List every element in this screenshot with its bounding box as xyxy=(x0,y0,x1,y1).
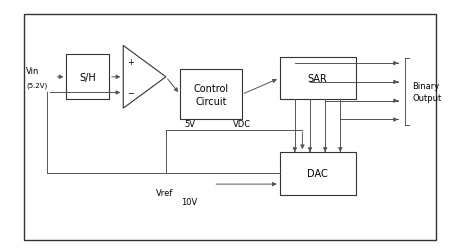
Text: S/H: S/H xyxy=(79,72,96,83)
Text: Vin: Vin xyxy=(26,67,39,76)
Text: Vref: Vref xyxy=(156,189,174,198)
Text: −: − xyxy=(127,89,134,98)
Text: SAR: SAR xyxy=(308,74,328,84)
Text: VDC: VDC xyxy=(233,120,251,129)
Text: 10V: 10V xyxy=(182,198,198,206)
FancyBboxPatch shape xyxy=(24,15,436,240)
FancyBboxPatch shape xyxy=(280,58,356,100)
Text: 5V: 5V xyxy=(184,120,195,129)
FancyBboxPatch shape xyxy=(180,70,242,120)
Text: Binary
Output: Binary Output xyxy=(412,82,442,102)
Text: +: + xyxy=(127,58,134,66)
Text: Control
Circuit: Control Circuit xyxy=(193,84,228,106)
FancyBboxPatch shape xyxy=(280,152,356,195)
Text: DAC: DAC xyxy=(307,169,328,179)
FancyBboxPatch shape xyxy=(66,55,109,100)
Text: (5.2V): (5.2V) xyxy=(26,82,47,88)
